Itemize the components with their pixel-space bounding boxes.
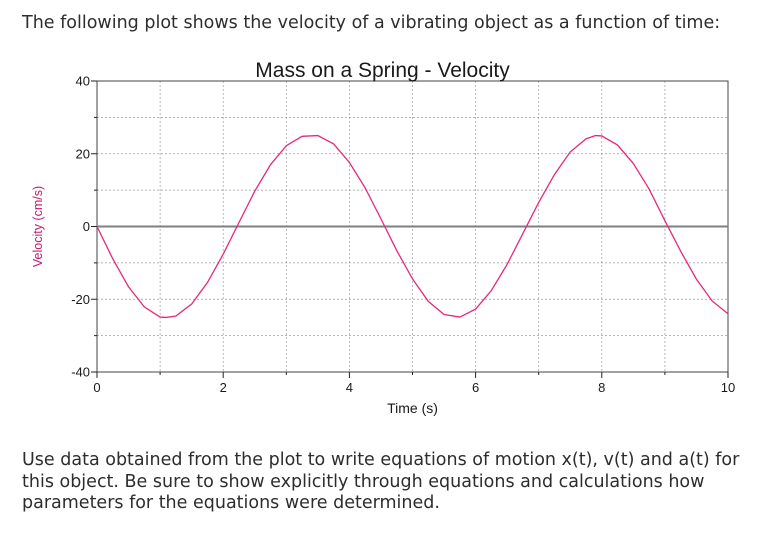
chart-axes — [96, 80, 729, 373]
y-tick-label: 40 — [76, 74, 90, 89]
intro-text: The following plot shows the velocity of… — [22, 13, 721, 33]
y-tick-label: 20 — [76, 146, 90, 161]
y-tick-label: -20 — [71, 292, 90, 307]
y-tick-label: 0 — [83, 219, 90, 234]
x-tick-label: 2 — [220, 380, 227, 395]
x-tick-label: 10 — [721, 380, 735, 395]
x-tick-label: 0 — [93, 380, 100, 395]
x-tick-label: 6 — [472, 380, 479, 395]
x-tick-label: 4 — [346, 380, 353, 395]
chart-title: Mass on a Spring - Velocity — [255, 59, 510, 82]
y-tick-label: -40 — [71, 365, 90, 380]
question-text: Use data obtained from the plot to write… — [22, 450, 740, 513]
x-axis-label: Time (s) — [387, 400, 438, 416]
y-axis-label: Velocity (cm/s) — [31, 186, 45, 267]
velocity-series-line — [96, 134, 729, 319]
x-tick-label: 8 — [598, 380, 605, 395]
